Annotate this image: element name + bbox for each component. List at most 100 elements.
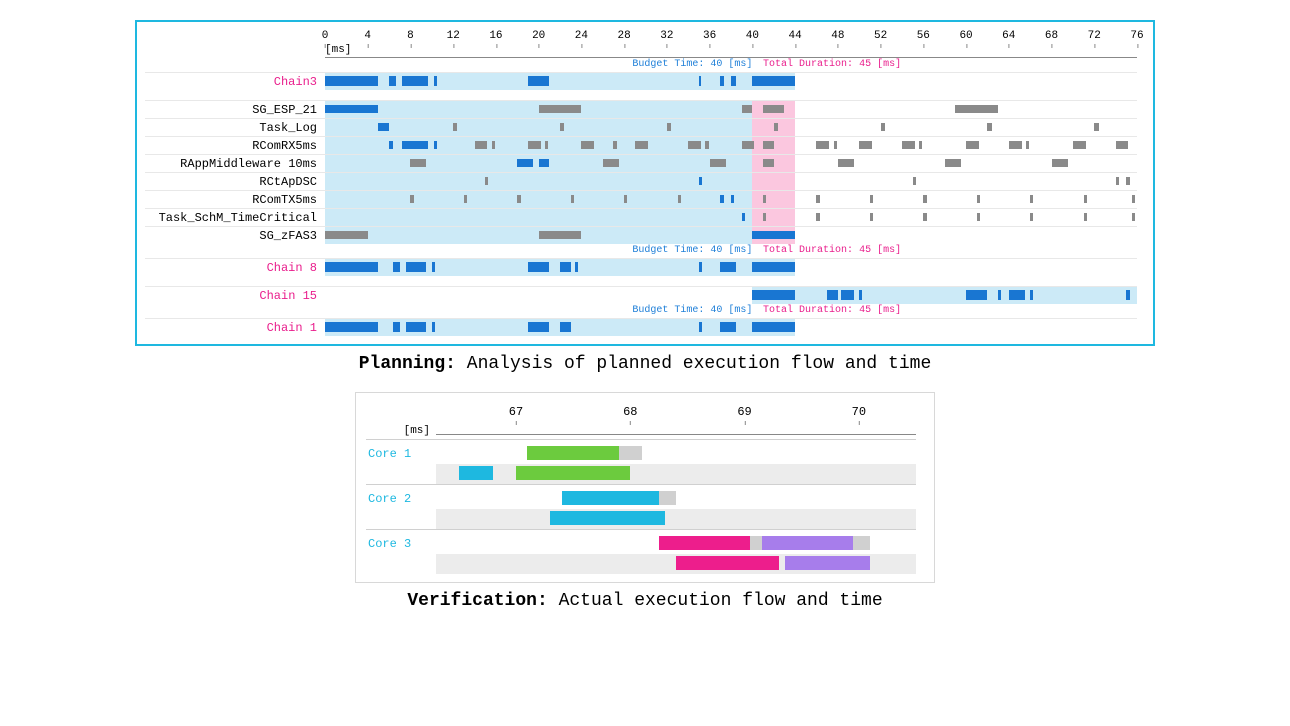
axis-tick: 44 [788, 30, 801, 42]
gantt-bar [699, 76, 701, 86]
row-label: SG_zFAS3 [145, 229, 325, 243]
row-label: RCtApDSC [145, 175, 325, 189]
verif-axis-line [436, 434, 916, 435]
gantt-bar [870, 195, 873, 203]
gantt-bar [492, 141, 495, 149]
gantt-bar [434, 141, 437, 149]
row-label: RAppMiddleware 10ms [145, 157, 325, 171]
gantt-bar [432, 322, 435, 332]
row-label: RComRX5ms [145, 139, 325, 153]
row-track [325, 155, 1137, 172]
overrun-band [752, 191, 795, 208]
gantt-bar [763, 213, 766, 221]
budget-band [325, 191, 752, 208]
row-track [325, 227, 1137, 244]
gantt-bar [710, 159, 726, 167]
gantt-bar [1094, 123, 1098, 131]
axis-tick: 64 [1002, 30, 1015, 42]
axis-tick: 0 [322, 30, 329, 42]
overrun-band [752, 209, 795, 226]
axis-track: [ms] 04812162024283236404448525660646872… [325, 30, 1137, 58]
gantt-bar [545, 141, 548, 149]
gantt-bar [410, 195, 413, 203]
gantt-bar [539, 105, 582, 113]
core-bar [619, 446, 642, 460]
overrun-band [752, 155, 795, 172]
gantt-bar [453, 123, 457, 131]
row-track [325, 191, 1137, 208]
gantt-bar [1030, 290, 1033, 300]
axis-tick: 36 [703, 30, 716, 42]
core-bar [659, 536, 750, 550]
axis-unit: [ms] [325, 44, 351, 56]
total-annotation: Total Duration: 45 [ms] [763, 245, 901, 256]
gantt-bar [434, 76, 437, 86]
gantt-bar [752, 290, 795, 300]
gantt-bar [393, 262, 399, 272]
chain-band [325, 73, 795, 90]
gantt-bar [603, 159, 619, 167]
gantt-bar [389, 76, 395, 86]
gantt-bar [613, 141, 616, 149]
row-track [325, 73, 1137, 90]
gantt-bar [859, 290, 862, 300]
verif-tick: 69 [737, 405, 751, 419]
row-label: RComTX5ms [145, 193, 325, 207]
row-label: Chain 1 [145, 321, 325, 335]
planning-caption-text: Analysis of planned execution flow and t… [456, 354, 931, 374]
annot-track: Budget Time: 40 [ms] Total Duration: 45 [… [325, 244, 1137, 258]
gantt-bar [393, 322, 399, 332]
row-track [325, 259, 1137, 276]
core-bar [750, 536, 761, 550]
planning-caption-bold: Planning: [359, 354, 456, 374]
core-bar [853, 536, 870, 550]
total-annotation: Total Duration: 45 [ms] [763, 59, 901, 70]
gantt-bar [720, 322, 736, 332]
budget-annotation: Budget Time: 40 [ms] [632, 59, 752, 70]
gantt-bar [560, 123, 564, 131]
gantt-bar [720, 262, 736, 272]
core-track [436, 489, 916, 509]
core-bar [459, 466, 493, 480]
gantt-bar [699, 177, 702, 185]
core-group: Core 1 [366, 439, 916, 484]
gantt-bar [1009, 141, 1022, 149]
total-annotation: Total Duration: 45 [ms] [763, 305, 901, 316]
core-track [436, 464, 916, 484]
gantt-bar [325, 105, 378, 113]
axis-tick: 48 [831, 30, 844, 42]
gantt-bar [325, 322, 378, 332]
axis-tick: 56 [917, 30, 930, 42]
gantt-bar [1030, 195, 1033, 203]
gantt-bar [1116, 177, 1119, 185]
annot-track: Budget Time: 40 [ms] Total Duration: 45 [… [325, 58, 1137, 72]
gantt-bar [406, 322, 426, 332]
budget-band [325, 173, 752, 190]
gantt-bar [966, 141, 979, 149]
budget-band [325, 209, 752, 226]
budget-annotation: Budget Time: 40 [ms] [632, 245, 752, 256]
core-label: Core 2 [366, 492, 436, 506]
axis-tick: 72 [1088, 30, 1101, 42]
gantt-bar [763, 159, 774, 167]
core-label: Core 3 [366, 537, 436, 551]
row-label: Task_SchM_TimeCritical [145, 211, 325, 225]
gantt-bar [763, 195, 766, 203]
core-bar [527, 446, 618, 460]
gantt-bar [966, 290, 987, 300]
gantt-bar [1084, 213, 1087, 221]
gantt-bar [325, 231, 368, 239]
gantt-bar [688, 141, 701, 149]
gantt-bar [923, 195, 926, 203]
row-track [325, 287, 1137, 304]
row-track [325, 319, 1137, 336]
axis-tick: 40 [746, 30, 759, 42]
gantt-bar [977, 213, 980, 221]
gantt-bar [699, 262, 702, 272]
gantt-bar [913, 177, 916, 185]
gantt-bar [678, 195, 681, 203]
row-track [325, 119, 1137, 136]
core-bar [550, 511, 664, 525]
core-track [436, 444, 916, 464]
gantt-bar [325, 76, 378, 86]
